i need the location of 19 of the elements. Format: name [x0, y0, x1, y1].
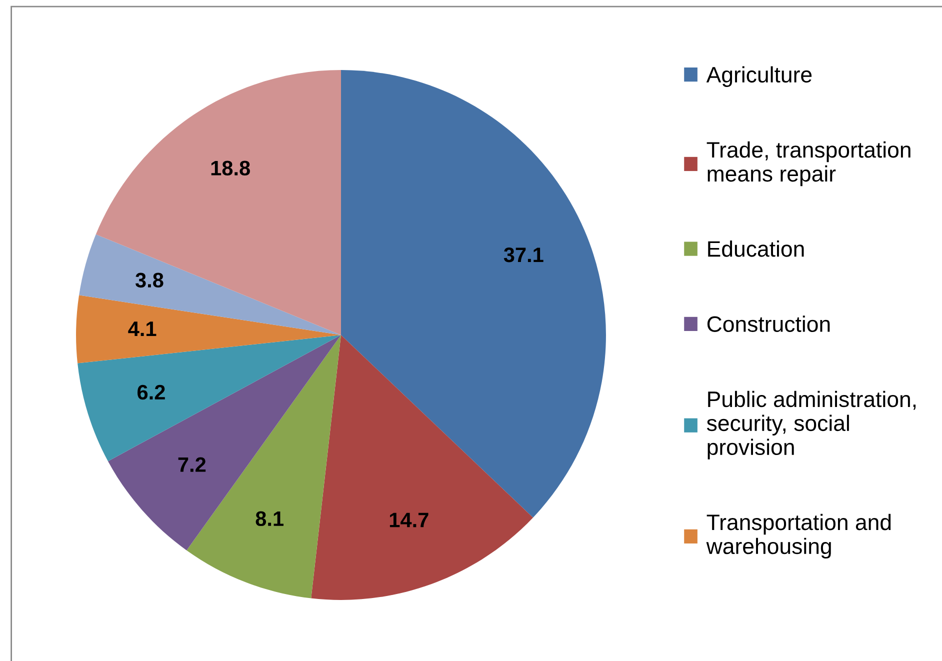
legend-label: Education: [708, 240, 804, 257]
pie-slice: [108, 334, 342, 550]
legend-label: Construction: [707, 316, 830, 332]
pie-slice: [96, 70, 342, 335]
data-label: 18.8: [211, 160, 250, 176]
legend-label: Trade, transportation means repair: [706, 141, 910, 186]
legend-label: Agriculture: [706, 66, 812, 87]
data-label: 14.7: [390, 512, 428, 528]
pie-slice: [311, 334, 534, 600]
data-label: 37.1: [504, 247, 544, 262]
pie-slice: [79, 234, 342, 335]
data-label: 7.2: [178, 457, 206, 472]
legend-label: Public administration, security, social provision: [706, 390, 916, 460]
data-label: 8.1: [256, 511, 284, 526]
data-label: 4.1: [128, 322, 156, 336]
pie-slice: [76, 295, 342, 364]
data-label: 6.2: [138, 384, 165, 400]
legend-label: Transportation and warehousing: [706, 514, 891, 559]
data-label: 3.8: [135, 272, 164, 288]
